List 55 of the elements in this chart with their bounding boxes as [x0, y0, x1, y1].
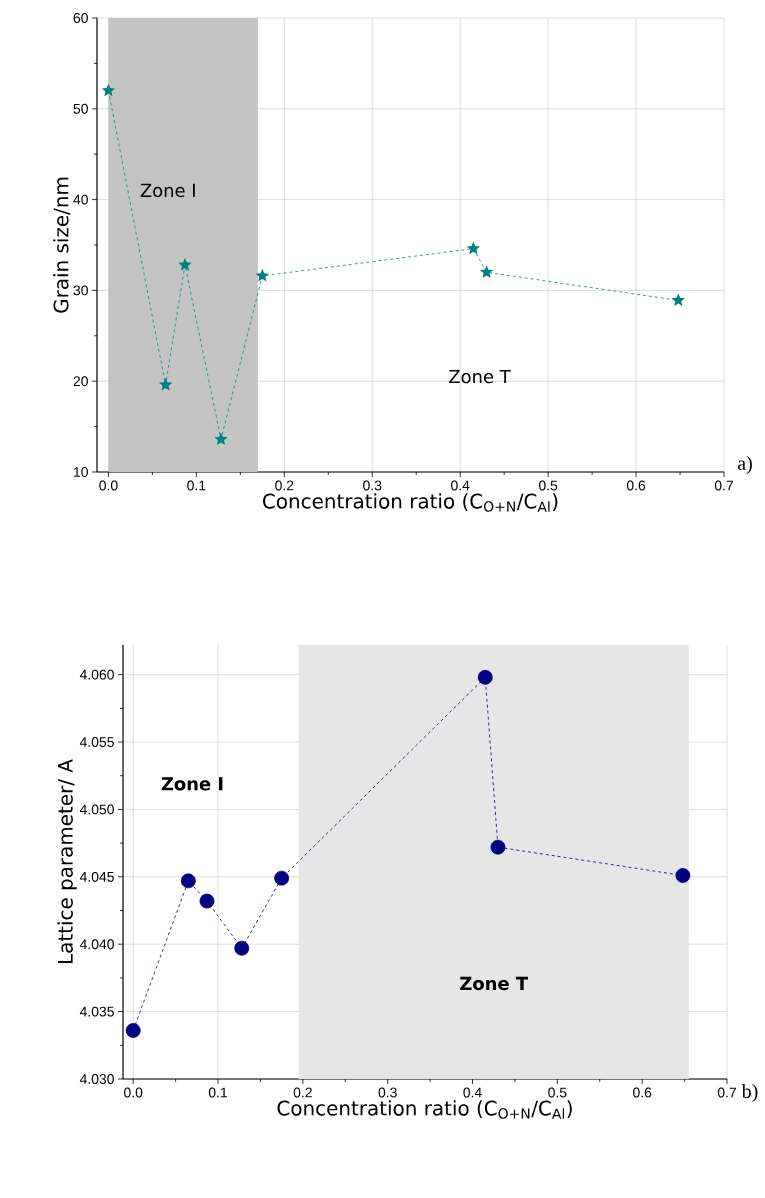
- point: [199, 893, 215, 909]
- point: [490, 839, 506, 855]
- x-axis-title: Concentration ratio (C$_{O+N}$/C$_{Al}$): [277, 1100, 572, 1119]
- x-tick-label: 0.3: [363, 480, 382, 491]
- annotation: Zone T: [449, 369, 511, 384]
- x-tick-label: 0.2: [293, 1087, 312, 1098]
- text: a): [737, 455, 752, 475]
- point: [101, 83, 116, 97]
- band-label: Zone I: [140, 183, 195, 198]
- y-tick-label: 40: [73, 194, 88, 205]
- point: [234, 940, 250, 956]
- point: [178, 257, 192, 271]
- x-tick-label: 0.5: [538, 480, 558, 491]
- y-tick-label: 4.045: [79, 871, 114, 882]
- x-tick-label: 0.6: [633, 1087, 652, 1098]
- point: [675, 868, 691, 883]
- x-tick-label: 0.2: [275, 480, 294, 491]
- point: [125, 1023, 141, 1038]
- y-tick-label: 4.055: [79, 737, 114, 747]
- y-tick-label: 60: [73, 13, 88, 23]
- x-tick-label: 0.7: [717, 1087, 737, 1098]
- y-tick-label: 50: [73, 103, 88, 114]
- x-tick-label: 0.1: [187, 480, 206, 491]
- x-tick-label: 0.4: [451, 480, 470, 491]
- x-tick-label: 0.0: [99, 480, 118, 491]
- point: [158, 377, 173, 391]
- x-axis-title: Concentration ratio (C$_{O+N}$/C$_{Al}$): [263, 493, 558, 512]
- point: [180, 873, 196, 889]
- x-tick-label: 0.6: [626, 480, 646, 491]
- y-tick-label: 20: [73, 376, 88, 387]
- x-tick-label: 0.4: [463, 1087, 482, 1098]
- y-tick-label: 10: [74, 467, 88, 477]
- x-tick-label: 0.5: [548, 1087, 567, 1098]
- point: [255, 268, 269, 282]
- point: [477, 669, 493, 685]
- text: b): [741, 1083, 758, 1103]
- point: [214, 432, 228, 445]
- x-tick-label: 0.7: [714, 480, 734, 491]
- y-tick-label: 4.035: [79, 1006, 114, 1017]
- x-tick-label: 0.0: [124, 1087, 143, 1098]
- x-tick-label: 0.3: [378, 1087, 397, 1098]
- point: [274, 870, 290, 886]
- annotation: Zone I: [161, 777, 223, 791]
- y-axis-title: Grain size/nm: [53, 177, 71, 313]
- y-tick-label: 4.060: [79, 669, 114, 680]
- y-tick-label: 4.040: [79, 939, 114, 950]
- y-tick-label: 4.030: [79, 1074, 114, 1084]
- y-tick-label: 30: [73, 285, 88, 296]
- point: [466, 241, 481, 255]
- x-tick-label: 0.1: [208, 1087, 228, 1098]
- point: [671, 293, 685, 307]
- point: [479, 265, 494, 278]
- y-axis-title: Lattice parameter/ A: [57, 759, 77, 963]
- band-label: Zone T: [460, 976, 528, 991]
- y-tick-label: 4.050: [79, 804, 114, 815]
